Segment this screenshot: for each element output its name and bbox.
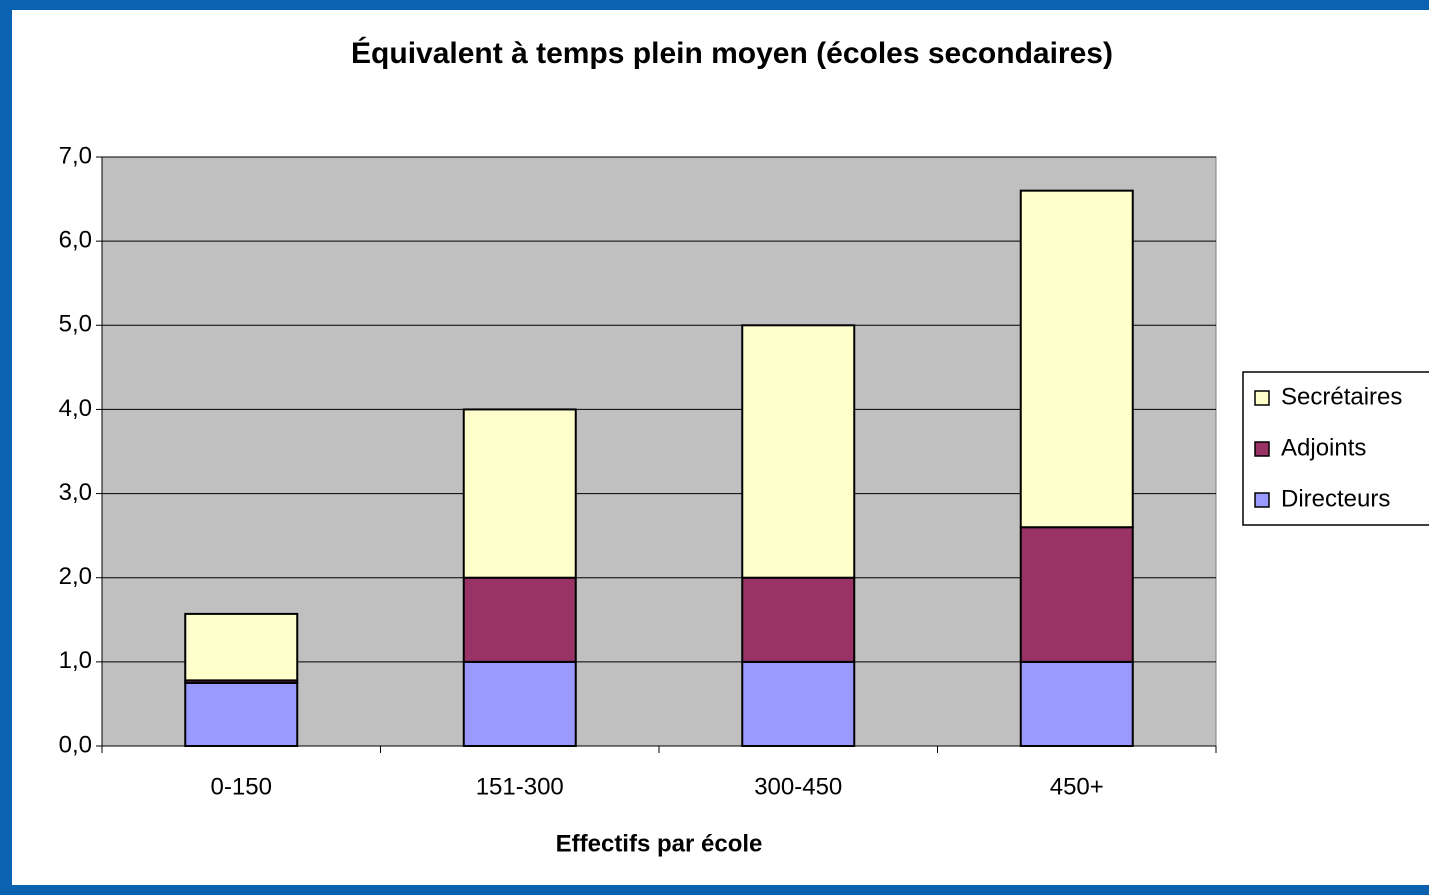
x-tick-label: 0-150 bbox=[211, 773, 272, 800]
legend-box bbox=[1242, 371, 1429, 526]
bar-segment bbox=[462, 408, 577, 579]
y-tick-label: 7,0 bbox=[59, 142, 92, 169]
legend-label: Directeurs bbox=[1281, 485, 1390, 512]
legend-swatch bbox=[1254, 492, 1270, 508]
bar-segment bbox=[184, 681, 299, 748]
y-tick-label: 3,0 bbox=[59, 479, 92, 506]
chart-title: Équivalent à temps plein moyen (écoles s… bbox=[351, 36, 1113, 70]
y-tick-label: 6,0 bbox=[59, 226, 92, 253]
bar-segment bbox=[462, 660, 577, 747]
y-tick-label: 1,0 bbox=[59, 647, 92, 674]
legend-label: Adjoints bbox=[1281, 434, 1366, 461]
y-tick-label: 4,0 bbox=[59, 395, 92, 422]
bar-segment bbox=[1019, 660, 1134, 747]
y-tick-label: 2,0 bbox=[59, 563, 92, 590]
x-axis-label: Effectifs par école bbox=[556, 830, 763, 857]
y-tick-label: 0,0 bbox=[59, 731, 92, 758]
x-tick-label: 151-300 bbox=[476, 773, 564, 800]
bar-segment bbox=[1019, 526, 1134, 663]
legend-swatch bbox=[1254, 441, 1270, 457]
legend-swatch bbox=[1254, 390, 1270, 406]
bar-segment bbox=[741, 324, 856, 579]
bar-segment bbox=[184, 612, 299, 682]
bar-segment bbox=[741, 576, 856, 663]
bar-segment bbox=[741, 660, 856, 747]
bar-segment bbox=[462, 576, 577, 663]
bar-segment bbox=[1019, 189, 1134, 529]
x-tick-label: 300-450 bbox=[754, 773, 842, 800]
y-tick-label: 5,0 bbox=[59, 311, 92, 338]
legend-label: Secrétaires bbox=[1281, 383, 1402, 410]
x-tick-label: 450+ bbox=[1050, 773, 1104, 800]
